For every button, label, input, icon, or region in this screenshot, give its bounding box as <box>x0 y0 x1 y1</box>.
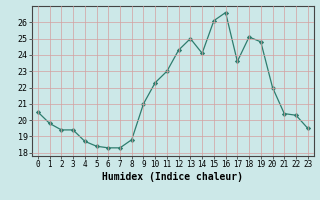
X-axis label: Humidex (Indice chaleur): Humidex (Indice chaleur) <box>102 172 243 182</box>
